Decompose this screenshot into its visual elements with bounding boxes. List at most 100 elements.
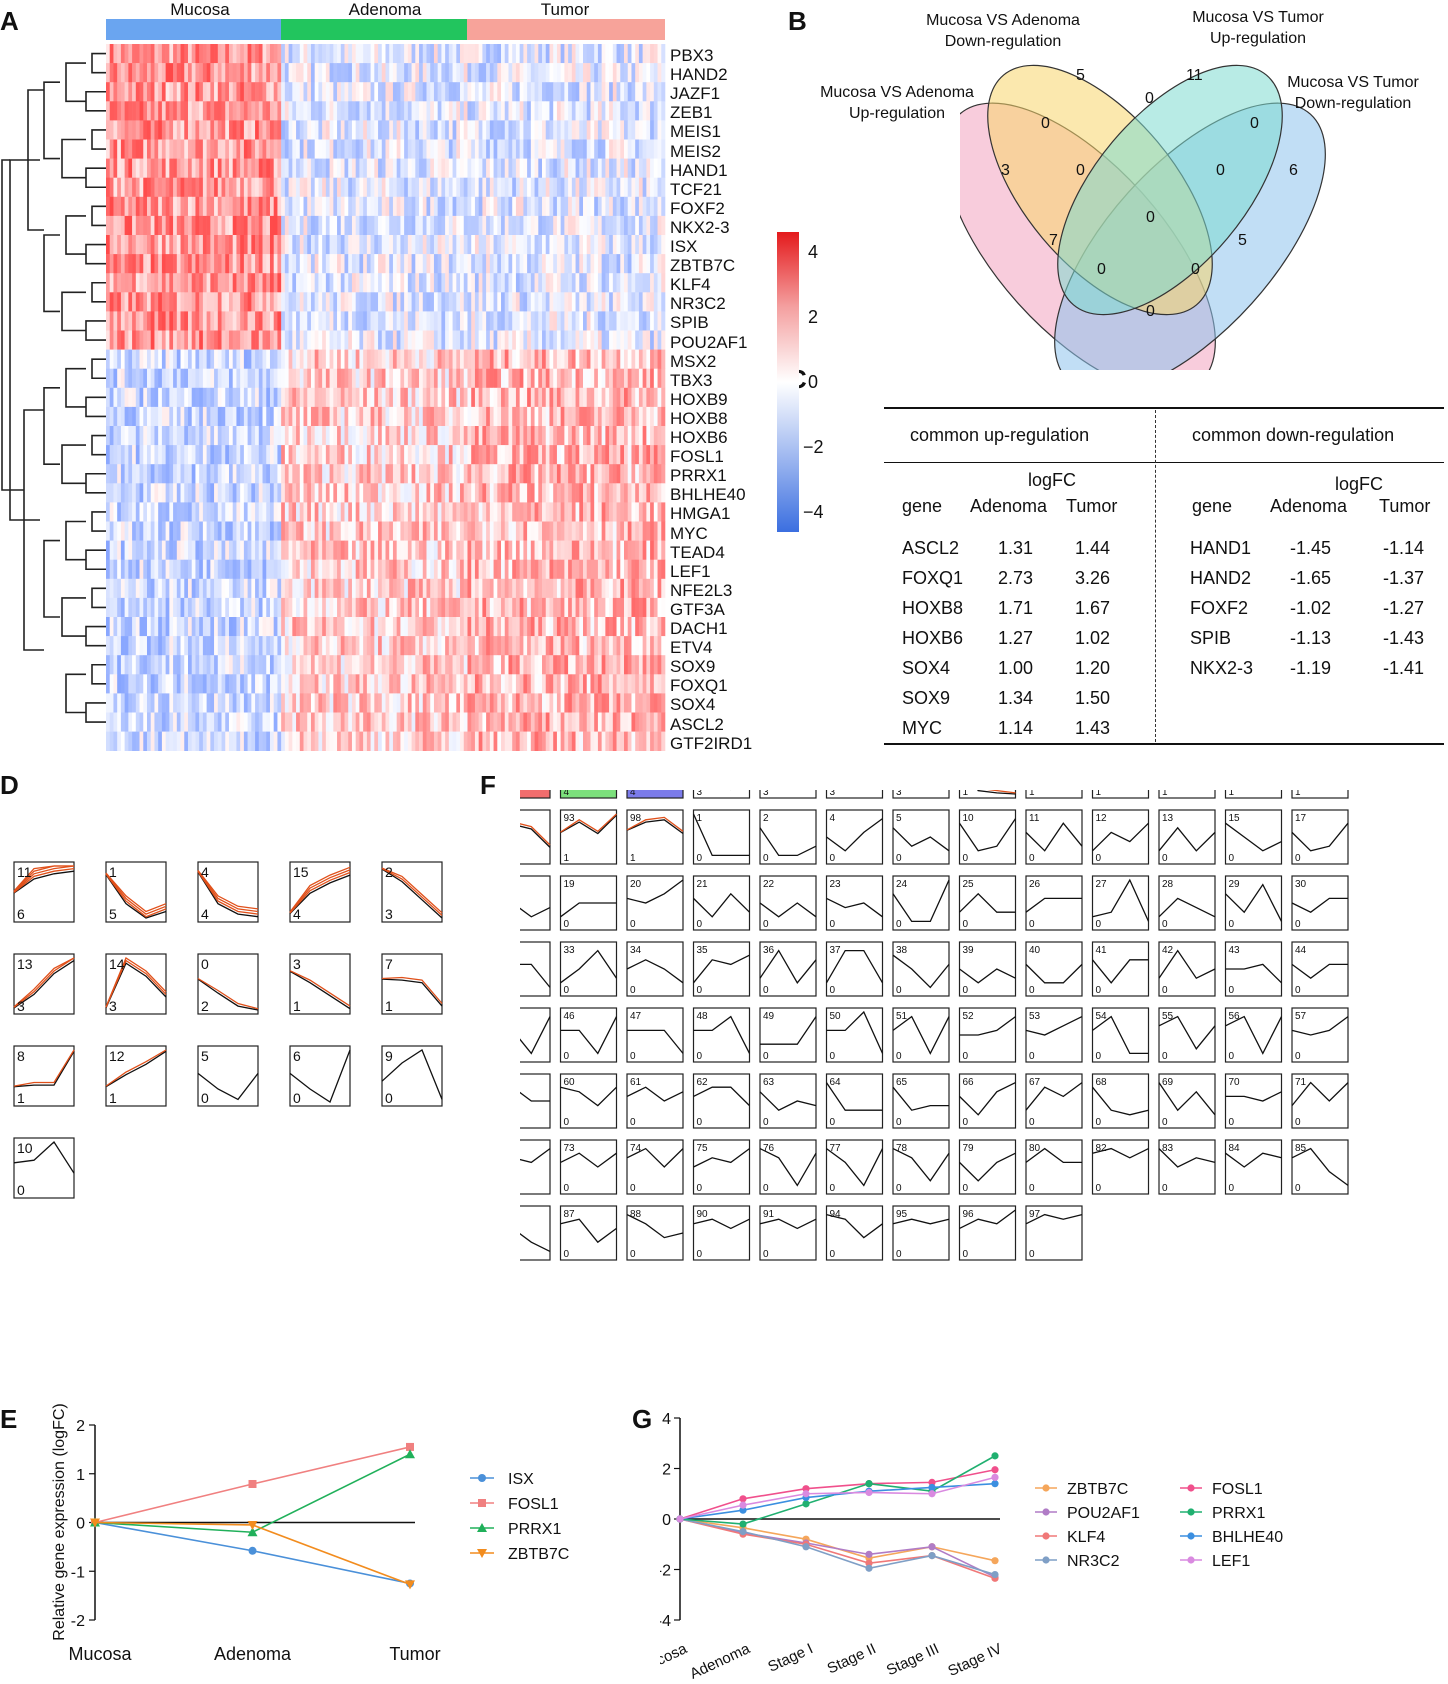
heatmap-cell [489,139,494,159]
heatmap-cell [165,311,170,331]
heatmap-cell [620,597,625,618]
heatmap-cell [616,44,621,64]
heatmap-cell [460,177,465,198]
heatmap-cell [445,406,450,427]
heatmap-cell [441,540,446,560]
heatmap-cell [120,101,125,121]
heatmap-cell [385,502,390,522]
heatmap-cell [601,349,606,369]
heatmap-cell [333,540,338,560]
heatmap-cell [650,521,655,541]
heatmap-cell [527,139,532,159]
heatmap-cell [184,215,189,236]
heatmap-cell [240,63,245,83]
heatmap-cell [571,349,576,369]
heatmap-cell [255,82,260,102]
heatmap-cell [635,63,640,83]
heatmap-cell [549,235,554,255]
heatmap-cell [515,273,520,293]
heatmap-cell [344,139,349,159]
heatmap-cell [176,483,181,503]
heatmap-cell [542,636,547,656]
heatmap-cell [583,139,588,159]
heatmap-cell [657,177,662,198]
heatmap-cell [143,426,148,446]
heatmap-cell [296,215,301,236]
heatmap-cell [243,502,248,522]
heatmap-cell [333,44,338,64]
heatmap-cell [534,617,539,637]
heatmap-cell [594,273,599,293]
heatmap-cell [482,521,487,541]
heatmap-cell [635,387,640,408]
heatmap-cell [560,540,565,560]
heatmap-cell [426,578,431,599]
heatmap-cell [612,426,617,446]
heatmap-cell [590,177,595,198]
heatmap-cell [337,292,342,312]
heatmap-cell [635,273,640,293]
heatmap-cell [433,177,438,198]
heatmap-cell [258,101,263,121]
heatmap-cell [322,273,327,293]
heatmap-cell [504,540,509,560]
heatmap-cell [631,387,636,408]
heatmap-cell [385,235,390,255]
heatmap-cell [661,196,666,217]
heatmap-cell [135,215,140,236]
heatmap-cell [135,406,140,427]
heatmap-cell [609,426,614,446]
heatmap-cell [314,215,319,236]
heatmap-cell [430,426,435,446]
heatmap-cell [303,445,308,465]
heatmap-cell [150,559,155,580]
heatmap-cell [169,483,174,503]
heatmap-cell [624,464,629,484]
heatmap-cell [601,597,606,618]
heatmap-cell [642,464,647,484]
heatmap-cell [486,540,491,560]
heatmap-cell [236,254,241,274]
heatmap-cell [240,139,245,159]
heatmap-cell [187,139,193,159]
heatmap-cell [638,292,643,312]
heatmap-cell [128,139,133,159]
heatmap-cell [646,196,651,217]
heatmap-cell [564,82,569,102]
heatmap-cell [202,82,207,102]
heatmap-cell [314,464,319,484]
heatmap-cell [299,292,304,312]
heatmap-cell [348,368,353,389]
heatmap-cell [650,578,655,599]
heatmap-cell [340,330,345,350]
heatmap-cell [120,120,125,140]
heatmap-cell [214,502,219,522]
heatmap-cell [173,215,178,236]
heatmap-cell [314,235,319,255]
heatmap-cell [463,235,468,255]
heatmap-cell [400,82,405,102]
heatmap-cell [158,349,163,369]
heatmap-cell [206,426,211,446]
heatmap-cell [560,368,565,389]
heatmap-cell [255,101,260,121]
heatmap-cell [296,120,301,140]
heatmap-cell [146,292,152,312]
heatmap-cell [471,349,476,369]
heatmap-cell [489,597,494,618]
heatmap-cell [530,177,535,198]
heatmap-cell [113,578,118,599]
heatmap-cell [612,617,617,637]
heatmap-cell [474,426,479,446]
heatmap-cell [404,63,409,83]
heatmap-cell [232,349,237,369]
heatmap-cell [184,636,189,656]
heatmap-cell [612,387,617,408]
heatmap-cell [646,330,651,350]
heatmap-cell [303,368,308,389]
heatmap-cell [400,368,405,389]
heatmap-cell [560,101,565,121]
heatmap-cell [381,655,386,675]
heatmap-cell [508,330,513,350]
heatmap-cell [337,177,342,198]
